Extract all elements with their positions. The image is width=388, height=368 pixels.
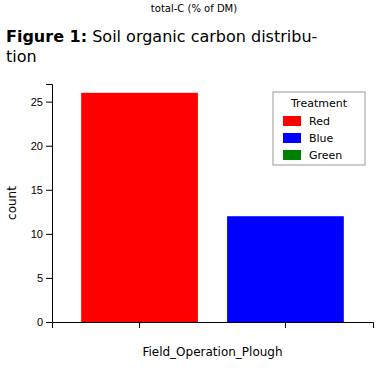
y-tick-mark [46,190,52,191]
legend-item: Green [283,149,342,162]
y-tick: 25 [31,96,52,108]
x-axis-title: Field_Operation_Plough [142,345,282,359]
y-axis-title: count [5,186,19,220]
y-tick-mark [46,146,52,147]
y-tick-label: 10 [31,228,43,240]
legend-label: Blue [309,132,334,145]
y-tick: 0 [37,316,52,328]
legend: Treatment Red Blue Green [273,92,365,165]
y-axis-line [46,85,53,323]
x-tick [285,322,286,328]
title: tion [6,47,37,66]
y-tick: 5 [37,272,52,284]
y-tick-mark [46,102,52,103]
y-tick-label: 15 [31,184,43,196]
legend-label: Red [309,115,330,128]
y-tick: 20 [31,140,52,152]
legend-swatch [283,150,301,160]
x-tick-mark [285,322,286,328]
y-tick-mark [46,278,52,279]
x-axis-line [53,323,374,329]
x-tick [139,322,140,328]
y-tick-label: 0 [37,316,43,328]
title: Figure 1: Soil organic carbon distribu- [6,27,317,46]
y-tick-mark [46,234,52,235]
chart: total-C (% of DM) Figure 1: Soil organic … [0,0,388,368]
legend-swatch [283,116,301,126]
legend-item: Blue [283,132,334,145]
y-tick-label: 25 [31,96,43,108]
bar [81,93,198,322]
y-tick-mark [46,322,52,323]
y-tick: 15 [31,184,52,196]
legend-item: Red [283,115,330,128]
legend-box [273,92,365,165]
y-tick: 10 [31,228,52,240]
y-tick-label: 5 [37,272,43,284]
x-tick-mark [139,322,140,328]
y-axis: 0 5 10 15 20 25 [31,85,53,329]
legend-title: Treatment [290,97,348,110]
annotation: total-C (% of DM) [151,3,237,14]
x-axis [53,322,374,328]
legend-label: Green [309,149,342,162]
legend-swatch [283,133,301,143]
y-tick-label: 20 [31,140,43,152]
bar [227,216,344,322]
plot: 0 5 10 15 20 25 Treatment Red Blue Green [31,85,374,329]
